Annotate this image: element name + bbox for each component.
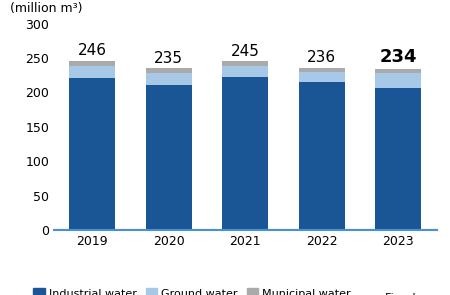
Text: 236: 236 — [307, 50, 336, 65]
Bar — [299, 82, 345, 230]
Text: 235: 235 — [154, 50, 183, 65]
Bar — [222, 61, 268, 65]
Bar — [146, 68, 192, 73]
Bar — [69, 78, 115, 230]
Bar — [146, 73, 192, 85]
Text: 245: 245 — [231, 44, 260, 59]
Bar — [299, 72, 345, 82]
Bar — [222, 65, 268, 77]
Text: 234: 234 — [379, 48, 417, 66]
Bar — [299, 68, 345, 72]
Bar — [69, 61, 115, 65]
Bar — [375, 69, 421, 73]
Bar — [375, 88, 421, 230]
Legend: Industrial water, Ground water, Municipal water: Industrial water, Ground water, Municipa… — [29, 284, 356, 295]
Text: 246: 246 — [78, 43, 107, 58]
Bar — [375, 73, 421, 88]
Bar — [146, 85, 192, 230]
Bar — [222, 77, 268, 230]
Text: Fiscal year: Fiscal year — [385, 293, 444, 295]
Bar — [69, 65, 115, 78]
Text: (million m³): (million m³) — [10, 2, 82, 15]
